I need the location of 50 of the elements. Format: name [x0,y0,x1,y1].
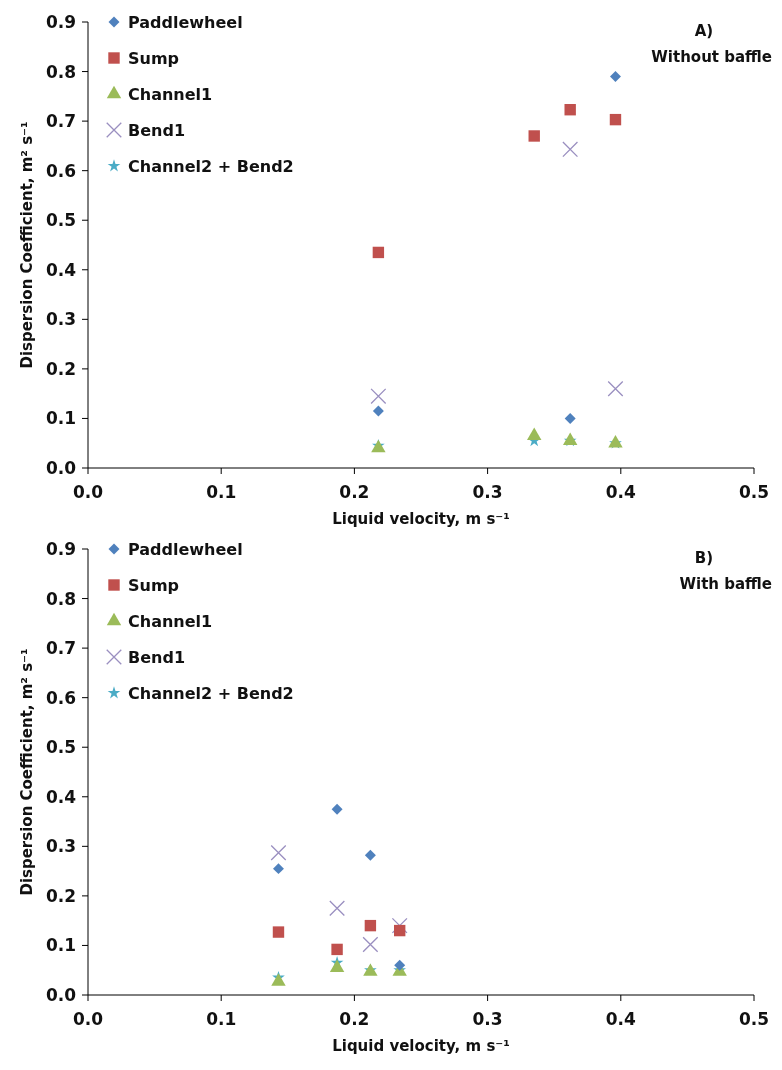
legend-label: Channel1 [128,84,213,104]
x-tick-label: 0.3 [472,1009,503,1029]
x-tick-label: 0.1 [206,1009,237,1029]
y-tick-label: 0.3 [45,836,76,857]
x-tick-label: 0.5 [738,1009,770,1029]
chart-title: A) [694,22,714,40]
y-tick-label: 0.1 [45,935,76,956]
legend-label: Bend1 [128,647,186,667]
x-tick-label: 0.4 [605,1009,637,1029]
y-axis-title: Dispersion Coefficient, m² s⁻¹ [18,648,36,896]
x-tick-label: 0.4 [605,482,637,502]
x-tick-label: 0.2 [339,1009,370,1029]
y-tick-label: 0.0 [45,457,77,478]
legend-label: Channel2 + Bend2 [128,683,294,703]
y-tick-label: 0.6 [45,160,76,181]
y-tick-label: 0.4 [45,786,77,807]
x-axis-title: Liquid velocity, m s⁻¹ [332,1037,510,1055]
y-tick-label: 0.8 [45,61,76,82]
x-tick-label: 0.1 [206,482,237,502]
y-tick-label: 0.9 [45,538,76,559]
text: Without baffle [651,48,772,66]
y-tick-label: 0.8 [45,588,76,609]
legend-label: Sump [128,575,180,595]
x-tick-label: 0.3 [472,482,503,502]
y-tick-label: 0.7 [45,638,76,659]
y-tick-label: 0.5 [45,737,76,758]
y-tick-label: 0.2 [45,358,76,379]
y-tick-label: 0.3 [45,309,76,330]
y-tick-label: 0.4 [45,259,77,280]
x-axis-title: Liquid velocity, m s⁻¹ [332,510,510,528]
y-tick-label: 0.0 [45,984,77,1005]
legend-label: Bend1 [128,120,186,140]
legend-label: Channel1 [128,611,213,631]
y-tick-label: 0.2 [45,885,76,906]
legend-label: Paddlewheel [128,539,243,559]
x-tick-label: 0.5 [738,482,770,502]
y-tick-label: 0.5 [45,210,76,231]
chart-title: B) [694,549,714,567]
y-axis-title: Dispersion Coefficient, m² s⁻¹ [18,121,36,369]
x-tick-label: 0.0 [72,1009,104,1029]
y-tick-label: 0.1 [45,408,76,429]
legend-label: Sump [128,48,180,68]
y-tick-label: 0.9 [45,11,76,32]
x-tick-label: 0.0 [72,482,104,502]
y-tick-label: 0.7 [45,111,76,132]
y-tick-label: 0.6 [45,687,76,708]
legend-label: Paddlewheel [128,12,243,32]
legend-label: Channel2 + Bend2 [128,156,294,176]
x-tick-label: 0.2 [339,482,370,502]
text: With baffle [679,575,772,593]
